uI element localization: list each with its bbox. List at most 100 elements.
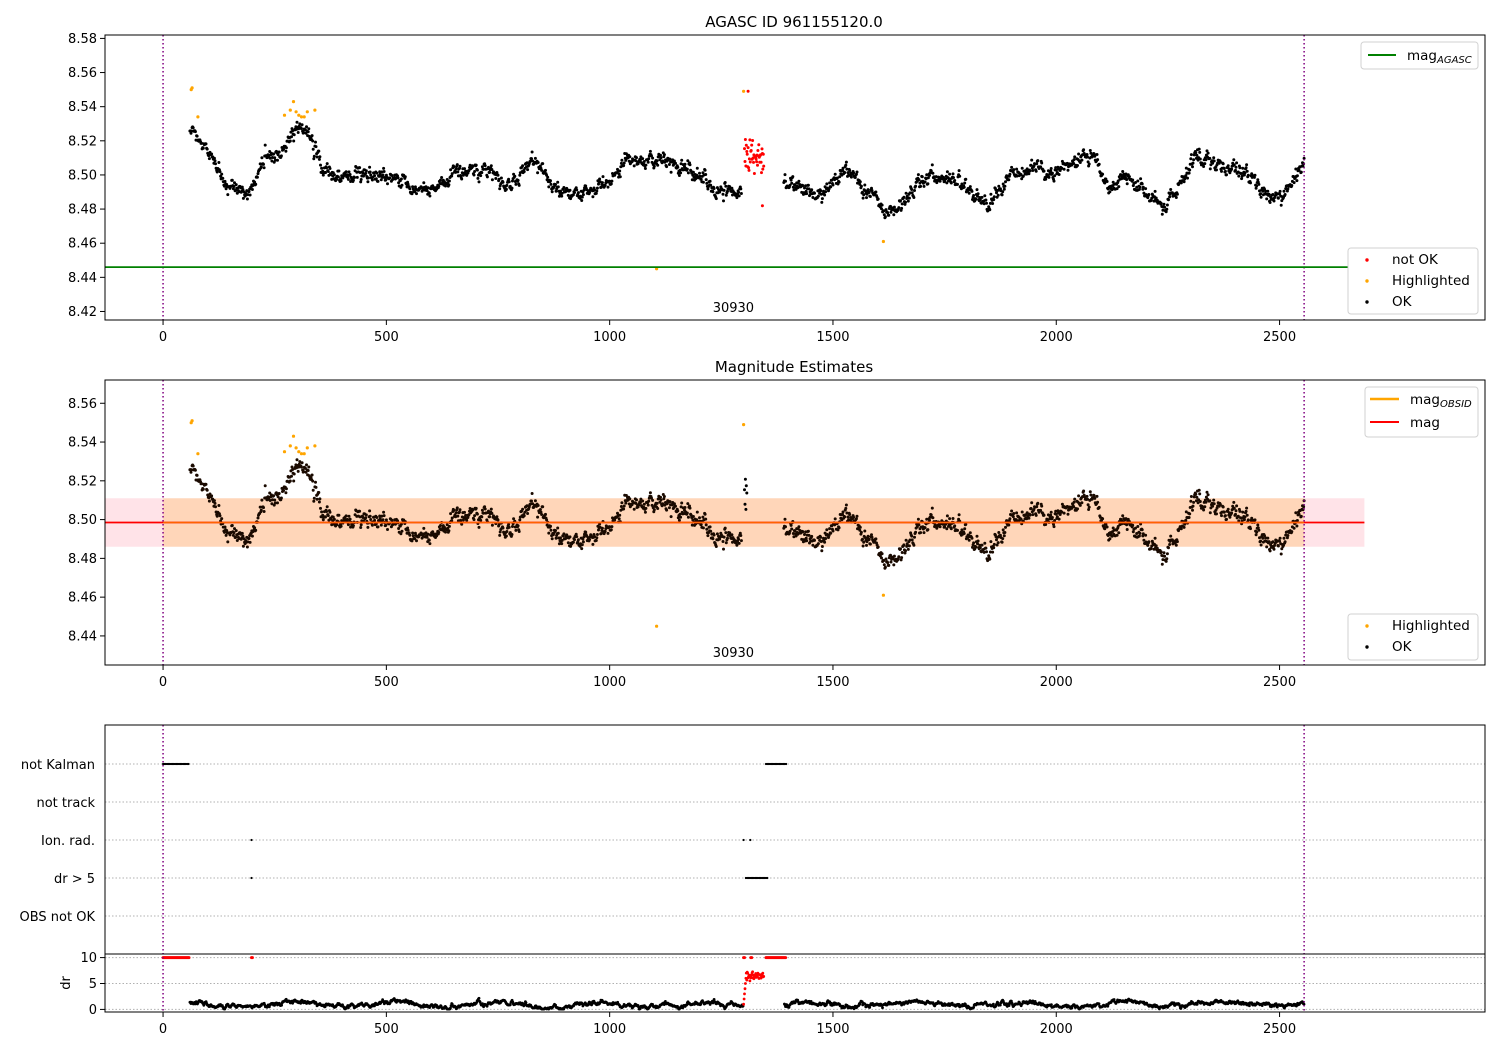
ok-point: [622, 504, 626, 508]
ok-point: [223, 179, 227, 183]
ok-point: [663, 503, 667, 507]
ok-point: [618, 175, 622, 179]
ok-point: [260, 498, 264, 502]
ok-point: [384, 523, 388, 527]
ok-point: [620, 501, 624, 505]
ok-point: [210, 494, 214, 498]
ok-point: [191, 464, 195, 468]
ok-point: [1078, 503, 1082, 507]
ok-point: [581, 193, 585, 197]
ok-point: [556, 180, 560, 184]
ok-point: [706, 534, 710, 538]
ok-point: [575, 188, 579, 192]
ok-point: [1191, 161, 1195, 165]
panel1-x-axis: 0 500 1000 1500 2000 2500: [159, 320, 1296, 345]
ok-point: [556, 526, 560, 530]
ok-point: [1283, 193, 1287, 196]
ok-point: [829, 185, 833, 189]
ok-point: [485, 175, 489, 179]
ok-point: [698, 171, 701, 175]
ok-point: [1191, 504, 1195, 508]
ok-point: [1198, 500, 1202, 503]
flag-row-label: OBS not OK: [20, 910, 96, 925]
ok-point: [1191, 165, 1194, 169]
ok-point: [1266, 189, 1270, 193]
ok-point: [723, 526, 727, 530]
ok-point: [907, 544, 911, 548]
ok-point: [793, 183, 797, 187]
ok-point: [1161, 208, 1165, 212]
ok-point: [584, 530, 588, 534]
ok-point: [724, 531, 728, 535]
ok-point: [571, 193, 575, 197]
ok-point: [1276, 544, 1280, 548]
ok-point: [859, 530, 863, 534]
ok-point: [326, 170, 330, 173]
ok-point: [624, 501, 628, 505]
ok-point: [290, 135, 293, 139]
ok-point: [701, 526, 705, 530]
ok-point: [1255, 184, 1259, 188]
ok-point: [319, 163, 322, 167]
ok-point: [970, 189, 974, 193]
ok-point: [344, 514, 348, 518]
ok-point: [305, 125, 308, 129]
ok-point: [1052, 179, 1056, 183]
y-tick-label: 8.54: [68, 100, 97, 115]
ok-point: [1242, 173, 1246, 177]
ok-point: [1184, 166, 1188, 170]
ok-point: [989, 540, 993, 544]
ok-point: [328, 510, 332, 514]
ok-point: [932, 175, 936, 179]
ok-point: [444, 530, 447, 534]
ok-point: [351, 524, 355, 528]
ok-point: [613, 518, 617, 522]
ok-point: [1259, 543, 1263, 547]
ok-point: [490, 168, 494, 171]
ok-point: [1078, 161, 1082, 164]
ok-point: [806, 183, 810, 187]
ok-point: [948, 172, 952, 176]
ok-point: [1299, 170, 1303, 174]
ok-point: [686, 171, 690, 175]
ok-point: [844, 160, 848, 164]
ok-point: [870, 533, 873, 537]
ok-point: [1244, 509, 1248, 513]
ok-point: [980, 543, 984, 547]
ok-point: [804, 536, 808, 540]
ok-point: [712, 187, 716, 190]
ok-point: [600, 181, 604, 185]
ok-point: [320, 166, 324, 170]
ok-point: [536, 161, 540, 164]
ok-point: [801, 530, 805, 534]
ok-point: [1259, 539, 1263, 543]
ok-point: [258, 505, 262, 509]
ok-point: [1265, 545, 1269, 549]
ok-point: [967, 538, 971, 542]
ok-point: [473, 170, 477, 173]
ok-point: [862, 193, 866, 197]
ok-point: [904, 191, 908, 195]
ok-point: [708, 179, 712, 183]
ok-point: [368, 509, 372, 513]
ok-point: [1194, 492, 1198, 496]
ok-point: [504, 534, 508, 538]
y-tick-label: 8.46: [68, 591, 97, 606]
ok-point: [215, 170, 219, 174]
ok-point: [996, 193, 1000, 197]
ok-point: [600, 526, 604, 530]
ok-point: [721, 540, 725, 543]
not-ok-point: [747, 168, 751, 172]
ok-point: [1202, 508, 1206, 512]
ok-point: [1189, 495, 1193, 498]
flag-point: [749, 838, 752, 842]
ok-point: [1147, 540, 1151, 544]
ok-point: [1191, 508, 1194, 512]
ok-point: [656, 163, 660, 167]
ok-point: [290, 474, 293, 478]
ok-point: [953, 179, 957, 182]
not-ok-point: [746, 146, 750, 150]
ok-point: [1007, 178, 1011, 182]
ok-point: [1073, 497, 1077, 501]
ok-point: [305, 463, 308, 467]
